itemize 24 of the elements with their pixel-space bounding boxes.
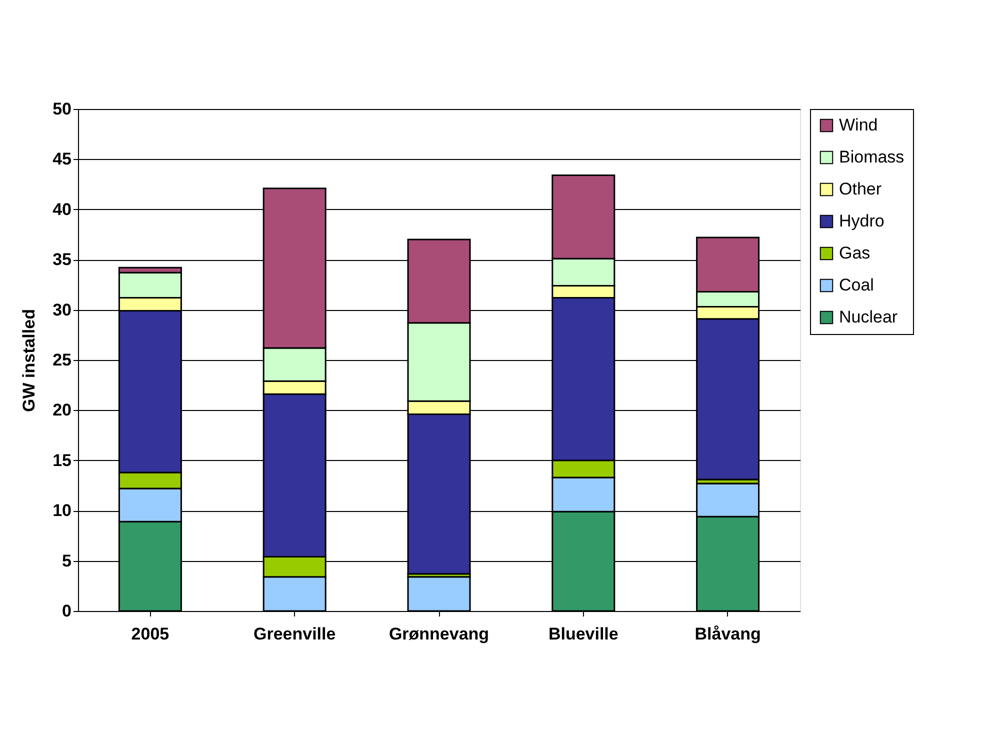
legend-label: Gas [839,244,870,262]
x-tick-label: Blueville [548,624,618,644]
x-tick-label: Grønnevang [388,624,490,644]
x-tick-label: 2005 [131,624,170,644]
legend-label: Wind [839,116,878,134]
y-tick-label: 20 [52,400,72,420]
legend-label: Other [839,180,882,198]
y-tick-label: 30 [52,300,72,320]
y-tick-label: 10 [52,501,72,520]
legend-label: Biomass [839,148,904,166]
legend-label: Coal [839,276,874,294]
legend-label: Hydro [839,212,884,230]
y-tick-label: 50 [52,100,72,118]
y-tick-label: 0 [62,602,72,620]
x-tick-label: Greenville [253,624,336,644]
y-tick-label: 35 [52,250,72,270]
y-tick-label: 45 [52,150,72,169]
y-tick-label: 25 [52,350,72,370]
y-axis-title: GW installed [20,309,39,412]
y-tick-label: 5 [62,551,72,570]
legend-label: Nuclear [839,308,898,326]
y-tick-label: 15 [52,450,72,470]
x-tick-label: Blåvang [694,624,761,644]
y-tick-label: 40 [52,200,72,219]
